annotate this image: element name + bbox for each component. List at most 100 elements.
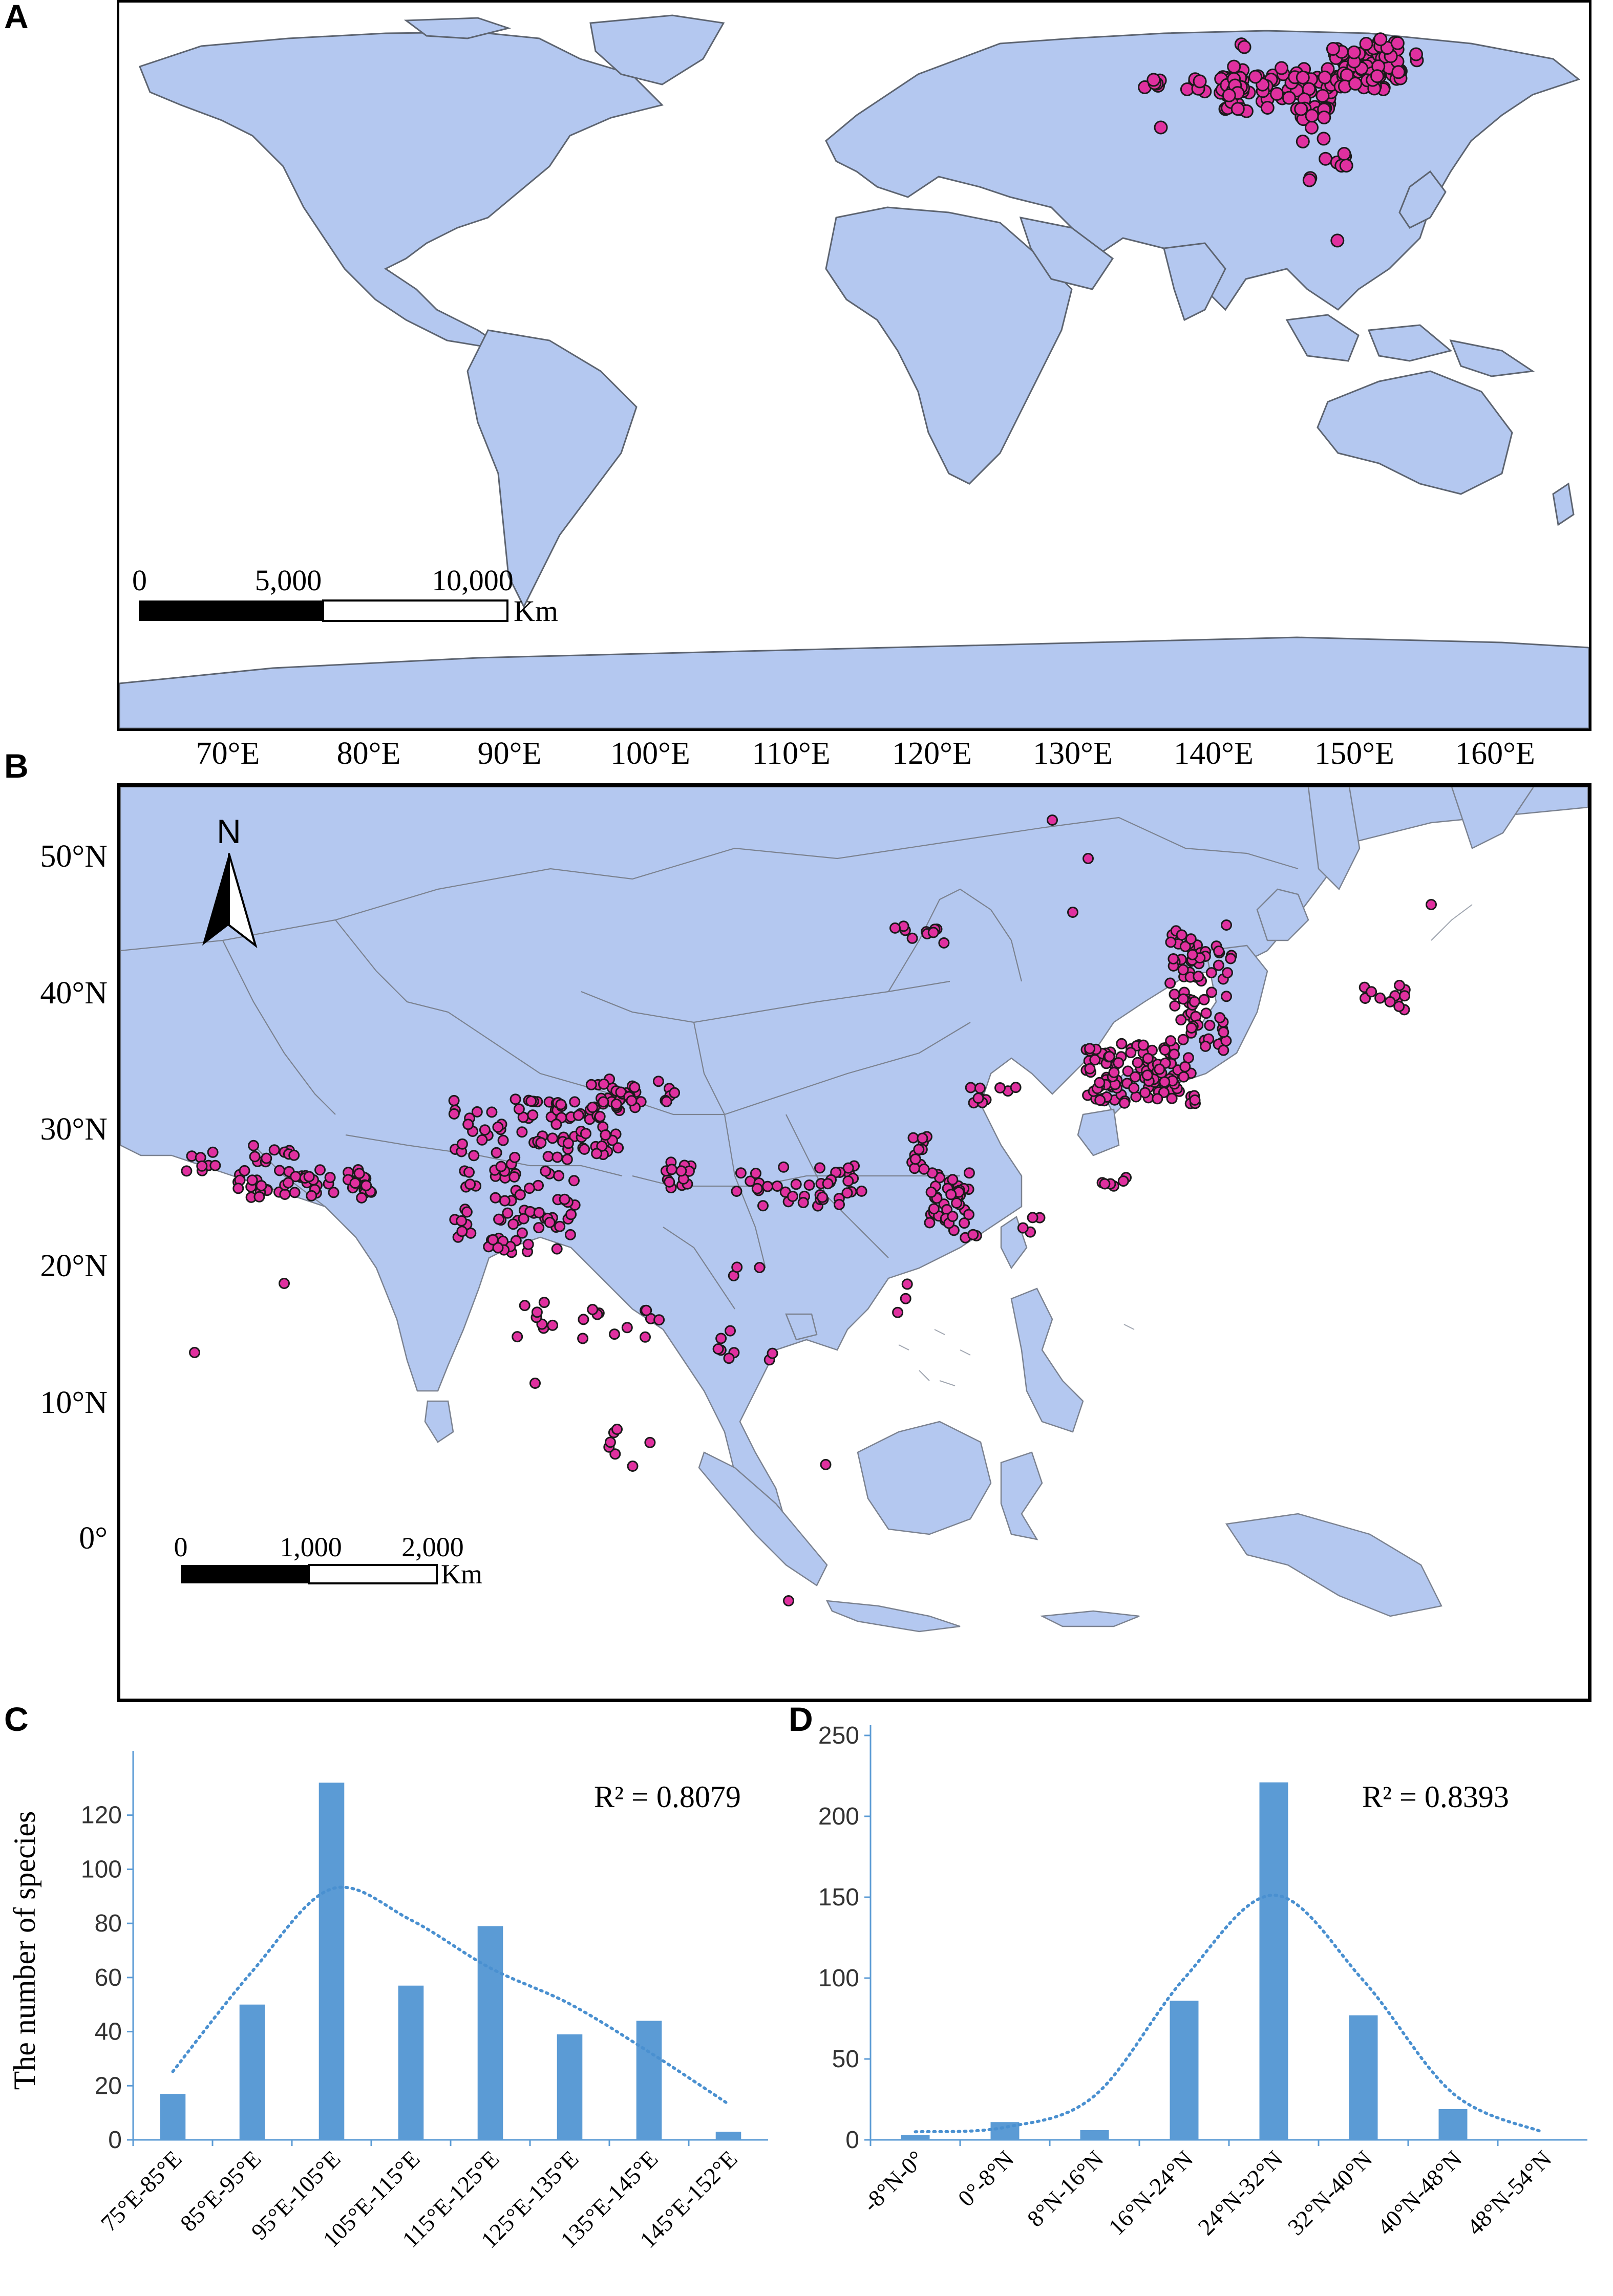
- occurrence-point: [1176, 929, 1187, 941]
- bar: [1170, 2001, 1199, 2140]
- y-tick-label: 100: [81, 1856, 122, 1883]
- occurrence-point: [762, 1181, 774, 1192]
- occurrence-point: [525, 1096, 537, 1107]
- lon-label: 160°E: [1455, 736, 1535, 771]
- occurrence-point: [918, 1163, 930, 1175]
- scale-bar-b: 0 1,000 2,000 Km: [174, 1532, 483, 1590]
- occurrence-point: [324, 1172, 336, 1184]
- occurrence-point: [598, 1096, 609, 1108]
- occurrence-point: [512, 1331, 523, 1343]
- bar: [1259, 1782, 1288, 2140]
- occurrence-point: [1177, 993, 1189, 1005]
- occurrence-point: [1179, 940, 1191, 952]
- occurrence-point: [1282, 91, 1296, 105]
- occurrence-point: [1189, 1094, 1201, 1106]
- occurrence-point: [349, 1177, 361, 1189]
- occurrence-point: [246, 1174, 258, 1186]
- r-squared-annotation: R² = 0.8079: [594, 1780, 741, 1814]
- occurrence-point: [1221, 991, 1232, 1002]
- occurrence-point: [279, 1278, 290, 1289]
- y-tick-label: 200: [818, 1803, 859, 1830]
- occurrence-point: [492, 1121, 504, 1133]
- north-arrow-left: [202, 853, 229, 946]
- occurrence-point: [289, 1187, 301, 1198]
- occurrence-point: [725, 1325, 736, 1337]
- occurrence-point: [1099, 1178, 1111, 1190]
- occurrence-point: [1094, 1077, 1106, 1088]
- occurrence-point: [1317, 132, 1331, 146]
- x-tick-label: 8°N-16°N: [1022, 2145, 1109, 2232]
- occurrence-point: [600, 1129, 611, 1141]
- occurrence-point: [947, 1174, 959, 1186]
- bar: [160, 2094, 186, 2140]
- occurrence-point: [553, 1170, 565, 1182]
- occurrence-point: [856, 1185, 867, 1197]
- north-arrow-right: [228, 853, 258, 949]
- occurrence-point: [533, 1222, 545, 1234]
- occurrence-point: [572, 1109, 584, 1121]
- occurrence-point: [492, 1242, 504, 1254]
- bar: [1349, 2015, 1378, 2140]
- occurrence-point: [508, 1171, 520, 1183]
- occurrence-point: [1084, 1043, 1096, 1055]
- occurrence-point: [495, 1161, 507, 1172]
- occurrence-point: [1177, 1034, 1189, 1045]
- occurrence-point: [817, 1191, 829, 1203]
- occurrence-point: [723, 1353, 735, 1364]
- occurrence-point: [735, 1167, 747, 1179]
- occurrence-point: [547, 1132, 558, 1144]
- occurrence-point: [731, 1186, 742, 1197]
- occurrence-point: [1103, 1050, 1115, 1062]
- y-tick-label: 250: [818, 1722, 859, 1749]
- occurrence-point: [675, 1165, 687, 1177]
- occurrence-point: [288, 1149, 300, 1161]
- occurrence-point: [491, 1147, 502, 1158]
- occurrence-point: [1137, 1039, 1149, 1051]
- lon-label: 70°E: [196, 736, 260, 771]
- occurrence-point: [568, 1175, 580, 1187]
- occurrence-point: [1159, 1044, 1171, 1056]
- occurrence-point: [712, 1343, 724, 1355]
- occurrence-point: [652, 1076, 664, 1087]
- x-tick-label: 16°N-24°N: [1103, 2145, 1198, 2240]
- occurrence-point: [1221, 919, 1232, 931]
- occurrence-point: [554, 1220, 566, 1232]
- occurrence-point: [544, 1216, 556, 1228]
- occurrence-point: [569, 1096, 581, 1108]
- occurrence-point: [1296, 134, 1310, 148]
- occurrence-point: [641, 1304, 652, 1316]
- occurrence-point: [750, 1168, 761, 1179]
- occurrence-point: [751, 1183, 763, 1194]
- occurrence-point: [1318, 70, 1332, 84]
- occurrence-point: [1147, 73, 1161, 87]
- occurrence-point: [209, 1160, 221, 1171]
- occurrence-point: [787, 1191, 798, 1202]
- lon-label: 130°E: [1033, 736, 1113, 771]
- occurrence-point: [1373, 32, 1388, 47]
- occurrence-point: [578, 1314, 589, 1325]
- occurrence-point: [820, 1458, 832, 1470]
- occurrence-point: [464, 1178, 476, 1190]
- occurrence-point: [509, 1151, 521, 1163]
- scale-bar-a-tick-2: 10,000: [432, 564, 514, 597]
- occurrence-point: [1305, 109, 1319, 123]
- occurrence-point: [497, 1134, 509, 1146]
- occurrence-point: [994, 1082, 1006, 1093]
- occurrence-point: [533, 1207, 545, 1218]
- occurrence-point: [1374, 992, 1386, 1004]
- occurrence-point: [1370, 69, 1384, 83]
- y-tick-label: 40: [95, 2019, 122, 2046]
- occurrence-point: [1393, 1001, 1405, 1012]
- occurrence-point: [621, 1322, 633, 1334]
- occurrence-point: [653, 1314, 665, 1326]
- scale-bar-b-white: [308, 1564, 438, 1584]
- y-tick-label: 120: [81, 1802, 122, 1829]
- occurrence-point: [550, 1119, 562, 1130]
- occurrence-point: [1317, 110, 1331, 124]
- occurrence-point: [306, 1190, 317, 1201]
- asia-occurrence-points: [181, 814, 1437, 1606]
- occurrence-point: [814, 1162, 825, 1174]
- occurrence-point: [1319, 152, 1333, 166]
- world-landmasses: [119, 14, 1589, 728]
- occurrence-point: [1198, 994, 1210, 1005]
